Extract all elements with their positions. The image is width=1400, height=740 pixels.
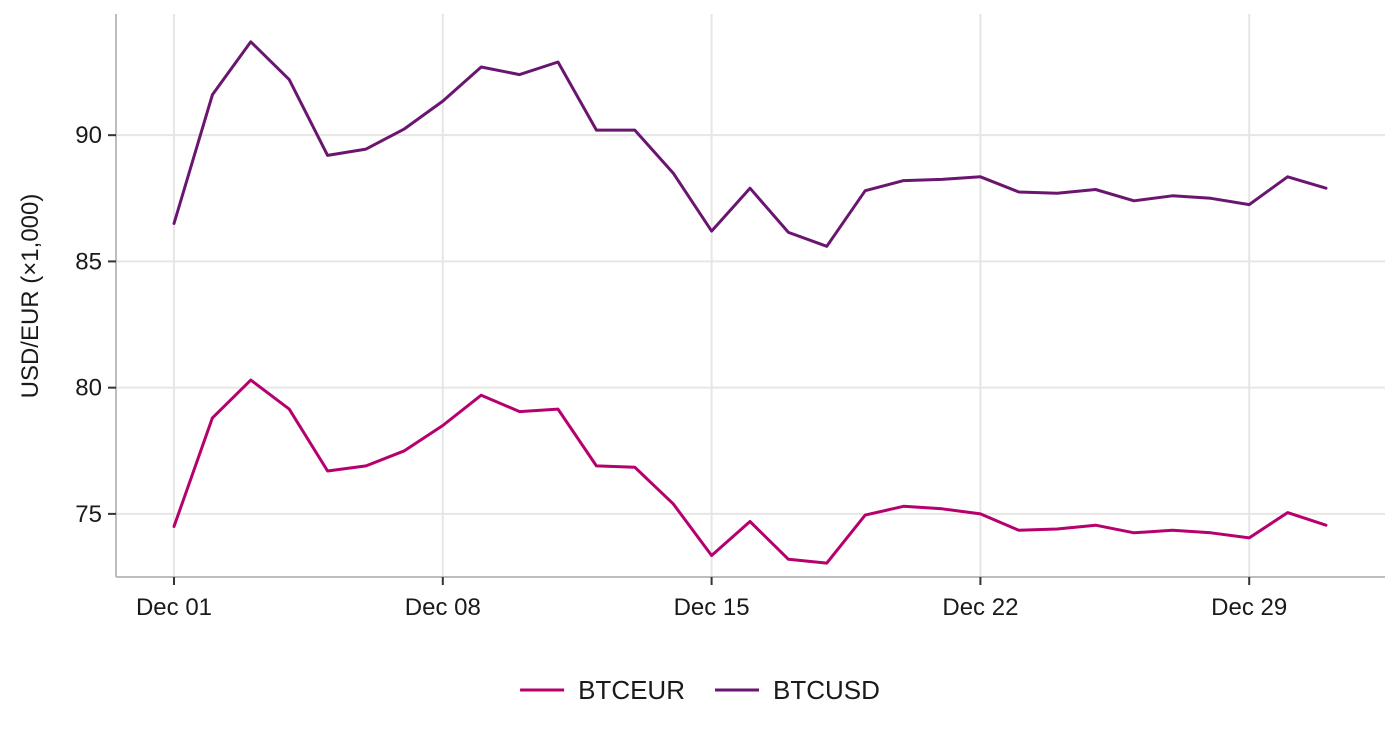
y-axis-title: USD/EUR (×1,000) xyxy=(17,194,44,399)
x-tick-label: Dec 22 xyxy=(942,594,1018,621)
y-tick-label: 80 xyxy=(75,375,102,402)
x-tick-label: Dec 08 xyxy=(405,594,481,621)
series-line-btceur xyxy=(172,378,1328,565)
y-tick-label: 75 xyxy=(75,501,102,528)
series xyxy=(172,40,1328,565)
y-tick-label: 85 xyxy=(75,248,102,275)
gridlines xyxy=(116,14,1385,577)
ticks: 75 80 85 90 Dec 01 Dec 08 Dec 15 Dec 22 Dec 29 xyxy=(75,122,1287,621)
x-tick-label: Dec 29 xyxy=(1211,594,1287,621)
axes xyxy=(115,14,1385,578)
series-line-btcusd xyxy=(172,40,1328,248)
legend-label-btceur: BTCEUR xyxy=(578,675,685,705)
legend-label-btcusd: BTCUSD xyxy=(773,675,880,705)
x-tick-label: Dec 15 xyxy=(674,594,750,621)
x-tick-label: Dec 01 xyxy=(136,594,212,621)
y-tick-label: 90 xyxy=(75,122,102,149)
legend: BTCEUR BTCUSD xyxy=(520,675,880,705)
